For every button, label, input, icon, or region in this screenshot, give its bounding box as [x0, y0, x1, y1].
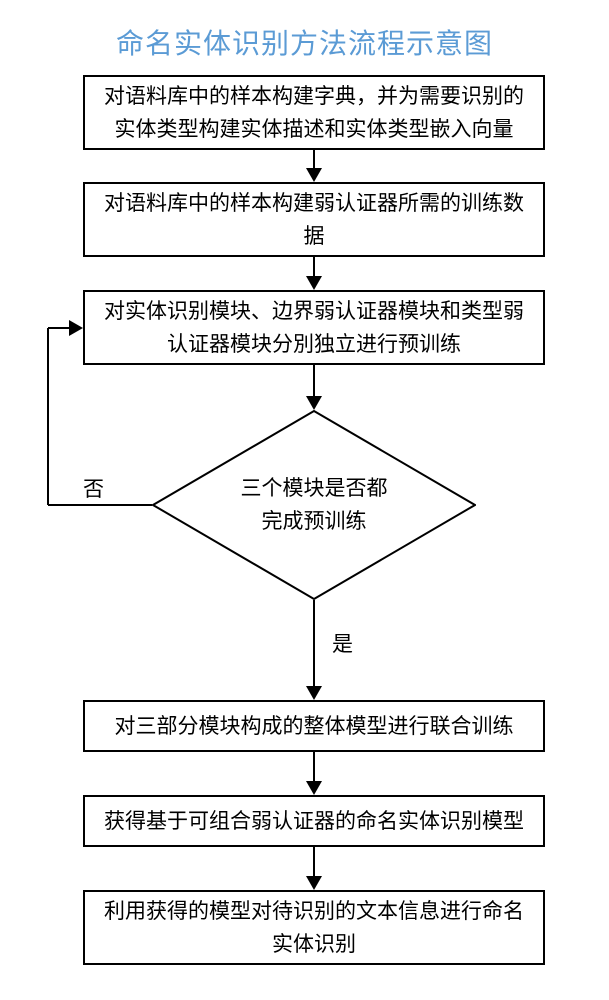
step-text: 对语料库中的样本构建弱认证器所需的训练数据: [95, 187, 533, 252]
edge-label-yes: 是: [332, 628, 353, 658]
step-pretrain-modules: 对实体识别模块、边界弱认证器模块和类型弱认证器模块分別独立进行预训练: [83, 290, 545, 365]
decision-pretrain-complete: 三个模块是否都 完成预训练: [152, 410, 476, 600]
step-build-training-data: 对语料库中的样本构建弱认证器所需的训练数据: [83, 182, 545, 257]
diagram-title: 命名实体识别方法流程示意图: [0, 22, 609, 62]
step-text: 对三部分模块构成的整体模型进行联合训练: [115, 710, 514, 743]
step-obtain-model: 获得基于可组合弱认证器的命名实体识别模型: [83, 795, 545, 847]
step-joint-training: 对三部分模块构成的整体模型进行联合训练: [83, 700, 545, 752]
step-text: 利用获得的模型对待识别的文本信息进行命名实体识别: [95, 895, 533, 960]
step-text: 获得基于可组合弱认证器的命名实体识别模型: [104, 805, 524, 838]
edge-label-no: 否: [83, 473, 104, 503]
step-build-dictionary: 对语料库中的样本构建字典，并为需要识别的实体类型构建实体描述和实体类型嵌入向量: [83, 75, 545, 150]
step-text: 对实体识别模块、边界弱认证器模块和类型弱认证器模块分別独立进行预训练: [95, 295, 533, 360]
step-text: 对语料库中的样本构建字典，并为需要识别的实体类型构建实体描述和实体类型嵌入向量: [95, 80, 533, 145]
flowchart-canvas: 命名实体识别方法流程示意图 对语料库中的样本构建字典，并为需要识别的实体类型构建…: [0, 0, 609, 1000]
step-apply-model: 利用获得的模型对待识别的文本信息进行命名实体识别: [83, 890, 545, 965]
decision-text: 三个模块是否都 完成预训练: [241, 472, 388, 537]
